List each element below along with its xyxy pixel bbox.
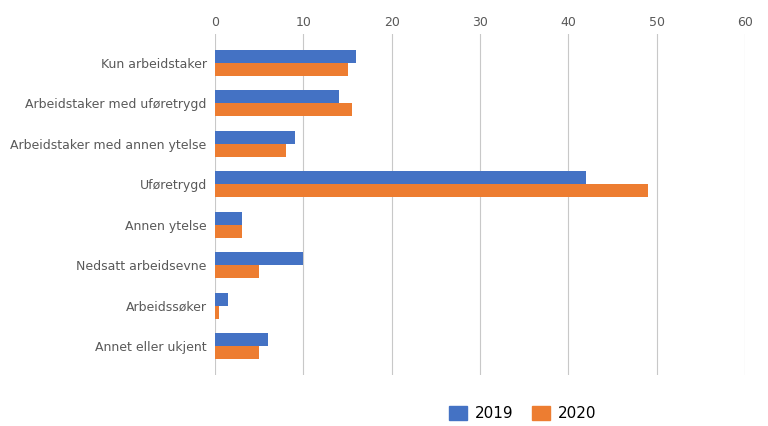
Bar [215,171,586,184]
Bar [215,103,352,116]
Bar [215,306,220,319]
Bar [215,225,241,238]
Bar [215,265,260,278]
Bar [215,184,647,197]
Legend: 2019, 2020: 2019, 2020 [449,406,596,421]
Bar [215,212,241,225]
Bar [215,90,339,103]
Bar [215,144,286,157]
Bar [215,293,228,306]
Bar [215,63,347,75]
Bar [215,131,295,144]
Bar [215,334,268,346]
Bar [215,346,260,360]
Bar [215,252,303,265]
Bar [215,49,356,63]
